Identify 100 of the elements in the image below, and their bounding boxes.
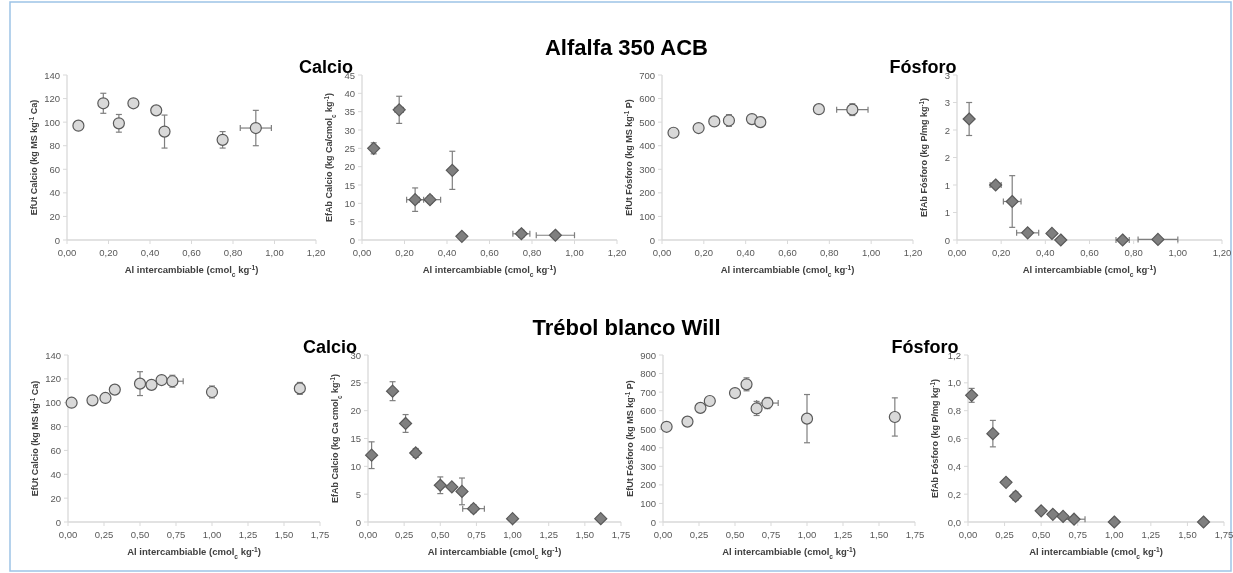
x-axis-title: Al intercambiable (cmol$_{c}$ kg$^{-1}$): [1022, 263, 1157, 278]
y-tick-label: 0: [355, 516, 361, 528]
x-axis-title: Al intercambiable (cmol$_{c}$ kg$^{-1}$): [422, 263, 557, 278]
x-tick-label: 0,00: [947, 247, 967, 258]
x-axis-title: Al intercambiable (cmol$_{c}$ kg$^{-1}$): [1029, 545, 1163, 560]
x-axis-title: Al intercambiable (cmol$_{c}$ kg$^{-1}$): [722, 545, 856, 560]
x-tick-label: 0,40: [736, 247, 755, 258]
x-tick-label: 1,25: [539, 529, 558, 540]
x-tick-label: 0,60: [778, 247, 797, 258]
x-tick-label: 1,50: [274, 529, 294, 540]
x-tick-label: 0,40: [1036, 247, 1055, 258]
y-tick-label: 100: [639, 210, 655, 222]
y-tick-label: 0,8: [947, 405, 961, 417]
chart-title: Alfalfa 350 ACB: [544, 35, 709, 60]
x-tick-label: 1,00: [861, 247, 881, 258]
y-tick-label: 500: [640, 423, 656, 435]
x-tick-label: 1,20: [1212, 247, 1232, 258]
y-tick-label: 60: [49, 163, 60, 175]
x-tick-label: 0,80: [1124, 247, 1143, 258]
y-tick-label: 0: [349, 234, 355, 246]
y-tick-label: 100: [44, 116, 60, 128]
x-tick-label: 1,50: [869, 529, 889, 540]
x-tick-label: 1,20: [607, 247, 627, 258]
y-tick-label: 200: [640, 479, 656, 491]
y-tick-label: 0,0: [947, 516, 961, 528]
x-tick-label: 0,75: [1068, 529, 1087, 540]
x-tick-label: 0,00: [352, 247, 372, 258]
x-tick-label: 0,20: [694, 247, 714, 258]
y-tick-label: 0: [55, 516, 61, 528]
y-tick-label: 40: [49, 187, 60, 199]
y-tick-label: 20: [50, 492, 61, 504]
y-tick-label: 10: [344, 197, 355, 209]
y-tick-label: 300: [639, 163, 655, 175]
y-tick-label: 300: [640, 460, 656, 472]
x-axis-title: Al intercambiable (cmol$_{c}$ kg$^{-1}$): [124, 263, 259, 278]
y-tick-label: 700: [640, 386, 656, 398]
y-tick-label: 20: [49, 210, 60, 222]
y-tick-label: 1: [944, 207, 950, 218]
y-tick-label: 700: [639, 69, 655, 81]
y-tick-label: 20: [344, 161, 355, 173]
y-tick-label: 800: [640, 368, 656, 380]
x-tick-label: 0,80: [522, 247, 542, 258]
x-tick-label: 0,25: [94, 529, 114, 540]
y-tick-label: 1,0: [947, 377, 961, 389]
x-tick-label: 0,20: [991, 247, 1011, 258]
x-tick-label: 1,00: [1105, 529, 1124, 540]
y-tick-label: 40: [50, 468, 61, 480]
x-axis-title: Al intercambiable (cmol$_{c}$ kg$^{-1}$): [427, 545, 562, 560]
x-tick-label: 1,25: [1141, 529, 1161, 540]
y-tick-label: 40: [344, 87, 355, 99]
x-tick-label: 0,25: [995, 529, 1014, 540]
y-tick-label: 25: [344, 142, 355, 154]
y-tick-label: 0,4: [947, 460, 961, 472]
x-axis-title: Al intercambiable (cmol$_{c}$ kg$^{-1}$): [127, 545, 261, 560]
x-tick-label: 1,75: [905, 529, 925, 540]
x-tick-label: 0,60: [480, 247, 499, 258]
y-tick-label: 10: [350, 460, 361, 472]
y-tick-label: 80: [50, 421, 61, 433]
y-tick-label: 600: [640, 405, 656, 417]
x-tick-label: 1,00: [265, 247, 284, 258]
x-tick-label: 0,50: [431, 529, 450, 540]
y-tick-label: 900: [640, 349, 656, 361]
x-tick-label: 0,00: [653, 529, 673, 540]
x-tick-label: 1,20: [903, 247, 923, 258]
y-tick-label: 20: [350, 405, 361, 417]
y-tick-label: 30: [344, 124, 355, 136]
x-tick-label: 0,25: [394, 529, 414, 540]
x-tick-label: 1,75: [1214, 529, 1233, 540]
chart-title: Trébol blanco Will: [532, 315, 721, 340]
x-tick-label: 0,20: [395, 247, 414, 258]
y-tick-label: 3: [944, 97, 950, 108]
y-tick-label: 60: [50, 444, 61, 456]
y-tick-label: 15: [344, 179, 355, 191]
x-tick-label: 0,60: [182, 247, 201, 258]
x-tick-label: 1,00: [1168, 247, 1188, 258]
y-tick-label: 0,6: [947, 433, 961, 444]
y-tick-label: 120: [44, 93, 60, 105]
x-tick-label: 1,75: [611, 529, 631, 540]
y-tick-label: 0,2: [947, 488, 961, 500]
y-tick-label: 0: [650, 516, 656, 528]
y-tick-label: 400: [639, 140, 655, 152]
x-tick-label: 0,75: [467, 529, 486, 540]
y-tick-label: 400: [640, 442, 656, 454]
x-tick-label: 0,40: [140, 247, 160, 258]
x-tick-label: 0,75: [761, 529, 781, 540]
x-tick-label: 0,00: [958, 529, 978, 540]
x-tick-label: 0,80: [820, 247, 839, 258]
y-tick-label: 5: [349, 216, 355, 228]
x-tick-label: 1,00: [797, 529, 817, 540]
x-tick-label: 1,25: [238, 529, 258, 540]
x-tick-label: 1,50: [575, 529, 595, 540]
x-tick-label: 0,00: [358, 529, 378, 540]
x-tick-label: 0,00: [57, 247, 77, 258]
x-tick-label: 1,00: [503, 529, 522, 540]
y-tick-label: 500: [639, 116, 655, 128]
x-tick-label: 0,25: [689, 529, 709, 540]
y-tick-label: 2: [944, 124, 950, 136]
x-tick-label: 0,60: [1080, 247, 1099, 258]
x-tick-label: 1,25: [833, 529, 853, 540]
y-tick-label: 0: [54, 234, 60, 246]
